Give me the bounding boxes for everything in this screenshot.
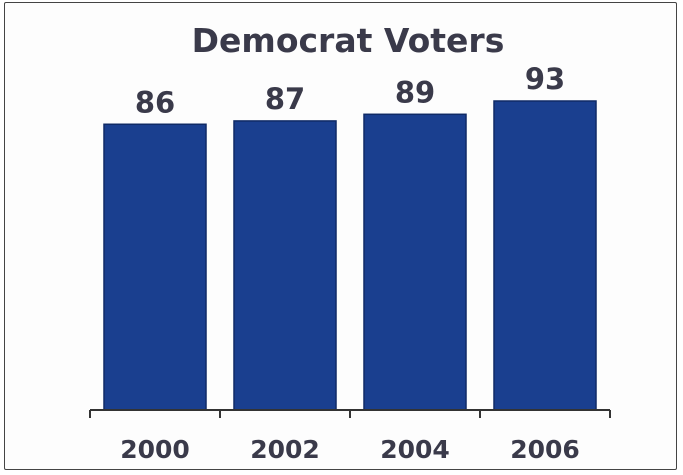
bar-2002 xyxy=(233,120,337,411)
bar-2000 xyxy=(103,123,207,411)
labels-layer: 86 2000 87 2002 89 2004 93 2006 xyxy=(120,62,580,464)
x-tick-label-2006: 2006 xyxy=(510,435,580,464)
x-tick-label-2002: 2002 xyxy=(250,435,320,464)
data-label-2000: 86 xyxy=(135,85,175,119)
data-label-2002: 87 xyxy=(265,82,305,116)
bar-2006 xyxy=(493,100,597,411)
chart-title: Democrat Voters xyxy=(192,21,505,60)
bars-layer xyxy=(103,100,597,411)
data-label-2006: 93 xyxy=(525,62,565,96)
data-label-2004: 89 xyxy=(395,75,435,109)
x-tick-label-2000: 2000 xyxy=(120,435,190,464)
bar-2004 xyxy=(363,113,467,411)
x-tick-label-2004: 2004 xyxy=(380,435,450,464)
ticks-layer xyxy=(89,410,611,418)
